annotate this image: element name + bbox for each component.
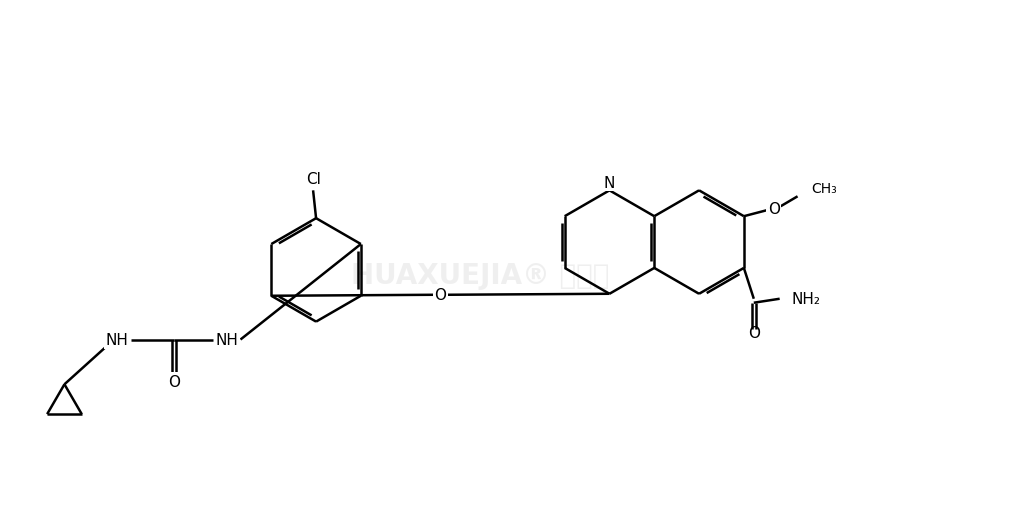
Text: O: O <box>748 325 759 340</box>
Text: NH: NH <box>215 332 238 347</box>
Text: NH₂: NH₂ <box>791 292 820 307</box>
Text: N: N <box>604 176 615 190</box>
Text: NH: NH <box>106 332 129 347</box>
Text: O: O <box>168 374 180 389</box>
Text: HUAXUEJIA® 化学加: HUAXUEJIA® 化学加 <box>351 262 609 289</box>
Text: O: O <box>434 288 447 302</box>
Text: Cl: Cl <box>306 172 320 186</box>
Text: O: O <box>768 201 780 216</box>
Text: CH₃: CH₃ <box>812 182 838 196</box>
